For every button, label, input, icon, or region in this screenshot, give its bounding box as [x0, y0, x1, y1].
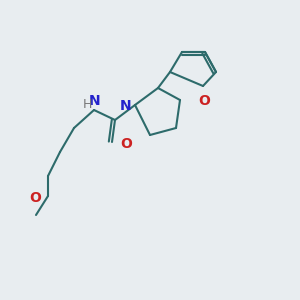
Text: O: O — [29, 191, 41, 205]
Text: O: O — [198, 94, 210, 108]
Text: O: O — [120, 137, 132, 151]
Text: N: N — [119, 99, 131, 113]
Text: N: N — [89, 94, 101, 108]
Text: H: H — [82, 98, 92, 110]
